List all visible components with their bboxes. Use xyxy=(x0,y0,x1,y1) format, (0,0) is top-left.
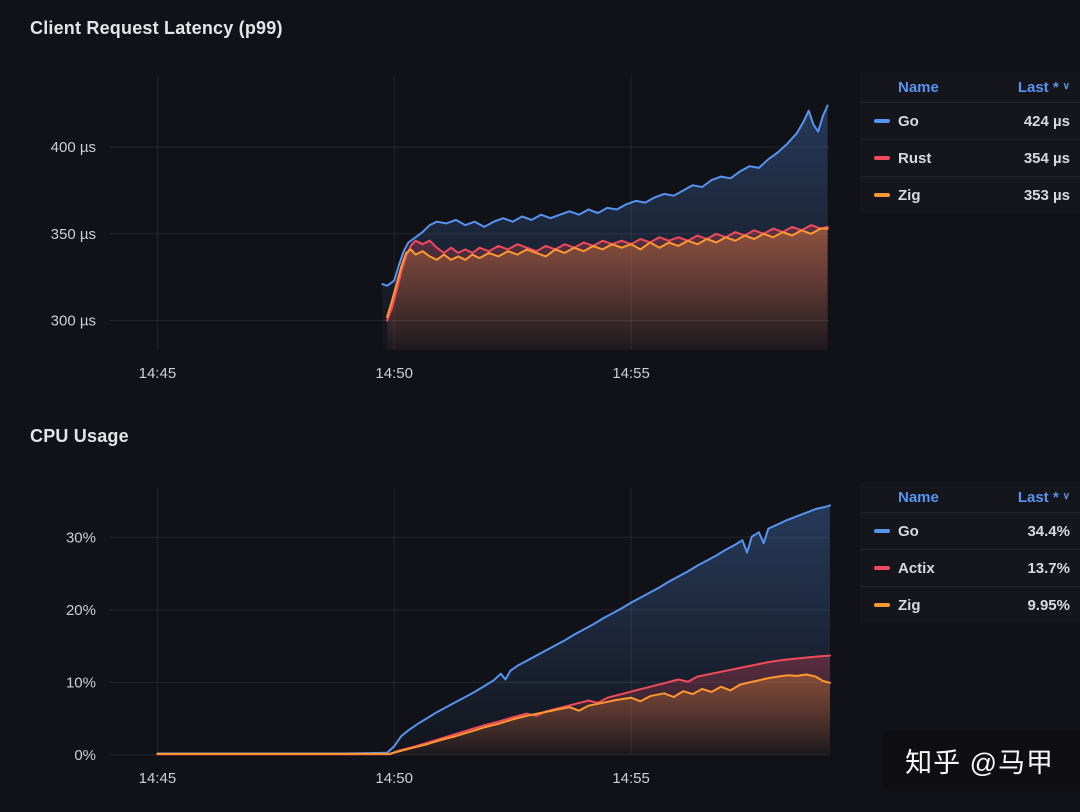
legend-header-last[interactable]: Last * ∨ xyxy=(1017,78,1070,96)
cpu-legend-table: Name Last * ∨ Go 34.4% Actix 13.7% Zig 9… xyxy=(860,482,1080,623)
sort-caret-icon: ∨ xyxy=(1062,81,1070,92)
watermark-text: 知乎 @马甲 xyxy=(905,748,1054,778)
legend-header-name[interactable]: Name xyxy=(898,488,939,506)
series-color-marker xyxy=(874,193,890,197)
legend-header-row: Name Last * ∨ xyxy=(860,482,1080,512)
latency-legend-table: Name Last * ∨ Go 424 µs Rust 354 µs Zig … xyxy=(860,72,1080,213)
series-last-value: 9.95% xyxy=(1027,596,1070,614)
svg-text:14:45: 14:45 xyxy=(139,365,177,382)
svg-text:20%: 20% xyxy=(66,602,96,619)
sort-caret-icon: ∨ xyxy=(1062,491,1070,502)
svg-text:300 µs: 300 µs xyxy=(51,313,96,330)
svg-text:10%: 10% xyxy=(66,674,96,691)
series-last-value: 13.7% xyxy=(1027,559,1070,577)
legend-row-go[interactable]: Go 34.4% xyxy=(860,512,1080,549)
series-name[interactable]: Zig xyxy=(898,186,921,204)
svg-text:400 µs: 400 µs xyxy=(51,139,96,156)
legend-row-go[interactable]: Go 424 µs xyxy=(860,102,1080,139)
legend-row-zig[interactable]: Zig 353 µs xyxy=(860,176,1080,213)
legend-row-rust[interactable]: Rust 354 µs xyxy=(860,139,1080,176)
series-name[interactable]: Go xyxy=(898,522,919,540)
panel-title-latency: Client Request Latency (p99) xyxy=(30,18,283,38)
series-last-value: 424 µs xyxy=(1023,112,1070,130)
series-last-value: 353 µs xyxy=(1023,186,1070,204)
svg-text:14:50: 14:50 xyxy=(375,770,413,787)
panel-cpu: CPU Usage 0% 10% 20% 30% 14:45 14:50 14:55 Nam… xyxy=(0,408,1080,812)
svg-text:14:55: 14:55 xyxy=(612,770,650,787)
panel-latency: Client Request Latency (p99) 300 µs 350 µ… xyxy=(25,18,1080,395)
series-last-value: 34.4% xyxy=(1027,522,1070,540)
svg-text:14:50: 14:50 xyxy=(375,365,413,382)
panel-title-cpu: CPU Usage xyxy=(30,426,129,446)
latency-chart-canvas[interactable]: 300 µs 350 µs 400 µs 14:45 14:50 14:55 xyxy=(25,58,840,395)
legend-row-actix[interactable]: Actix 13.7% xyxy=(860,549,1080,586)
series-color-marker xyxy=(874,119,890,123)
legend-header-row: Name Last * ∨ xyxy=(860,72,1080,102)
series-last-value: 354 µs xyxy=(1023,149,1070,167)
watermark: 知乎 @马甲 xyxy=(883,731,1080,790)
legend-row-zig[interactable]: Zig 9.95% xyxy=(860,586,1080,623)
cpu-chart-canvas[interactable]: 0% 10% 20% 30% 14:45 14:50 14:55 xyxy=(25,470,840,800)
series-name[interactable]: Zig xyxy=(898,596,921,614)
series-name[interactable]: Actix xyxy=(898,559,935,577)
series-color-marker xyxy=(874,566,890,570)
legend-header-last[interactable]: Last * ∨ xyxy=(1017,488,1070,506)
legend-header-name[interactable]: Name xyxy=(898,78,939,96)
series-color-marker xyxy=(874,529,890,533)
series-color-marker xyxy=(874,156,890,160)
series-color-marker xyxy=(874,603,890,607)
svg-text:350 µs: 350 µs xyxy=(51,226,96,243)
svg-text:14:45: 14:45 xyxy=(139,770,177,787)
svg-text:30%: 30% xyxy=(66,529,96,546)
svg-text:14:55: 14:55 xyxy=(612,365,650,382)
series-name[interactable]: Rust xyxy=(898,149,932,167)
svg-text:0%: 0% xyxy=(74,747,96,764)
series-name[interactable]: Go xyxy=(898,112,919,130)
